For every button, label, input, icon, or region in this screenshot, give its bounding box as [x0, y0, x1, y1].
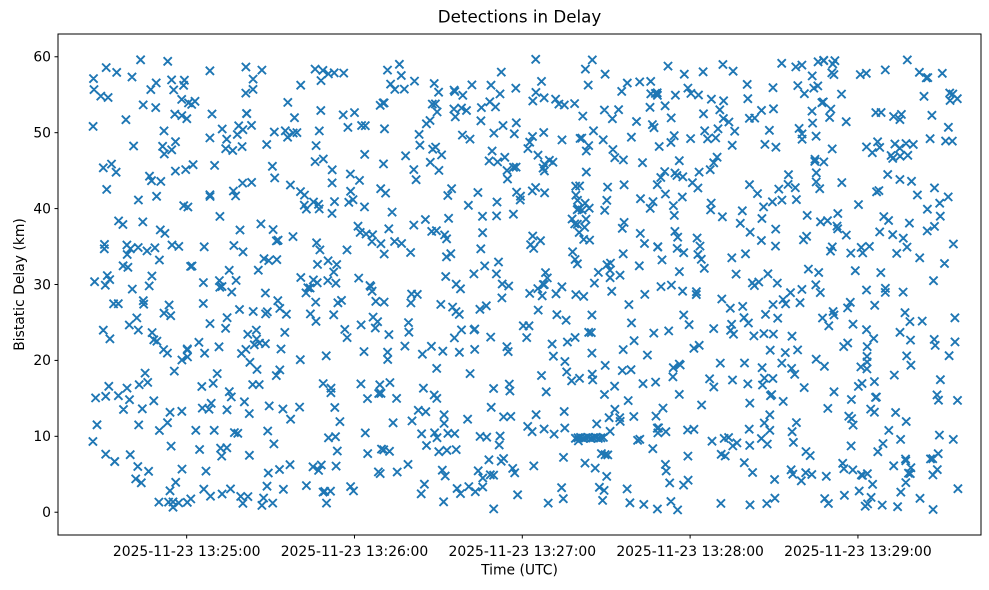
y-tick-label: 20 — [33, 353, 51, 369]
y-tick-label: 10 — [33, 429, 51, 445]
y-tick-label: 50 — [33, 125, 51, 141]
y-tick-label: 60 — [33, 50, 51, 66]
x-tick-label: 2025-11-23 13:25:00 — [113, 544, 261, 560]
x-axis-ticks: 2025-11-23 13:25:00 2025-11-23 13:26:00 20… — [113, 535, 932, 560]
x-tick-label: 2025-11-23 13:27:00 — [449, 544, 597, 560]
y-tick-label: 0 — [42, 505, 51, 521]
plot-background — [58, 34, 981, 535]
x-axis-label: Time (UTC) — [480, 563, 558, 579]
x-tick-label: 2025-11-23 13:28:00 — [616, 544, 764, 560]
y-tick-label: 40 — [33, 201, 51, 217]
y-axis-label: Bistatic Delay (km) — [12, 218, 28, 351]
detection-marker-path — [88, 54, 963, 515]
x-tick-label: 2025-11-23 13:26:00 — [281, 544, 429, 560]
y-tick-label: 30 — [33, 277, 51, 293]
x-tick-label: 2025-11-23 13:29:00 — [784, 544, 932, 560]
chart-title: Detections in Delay — [438, 7, 602, 27]
y-axis-ticks: 0 10 20 30 40 50 60 — [33, 50, 58, 521]
scatter-markers — [88, 54, 963, 515]
